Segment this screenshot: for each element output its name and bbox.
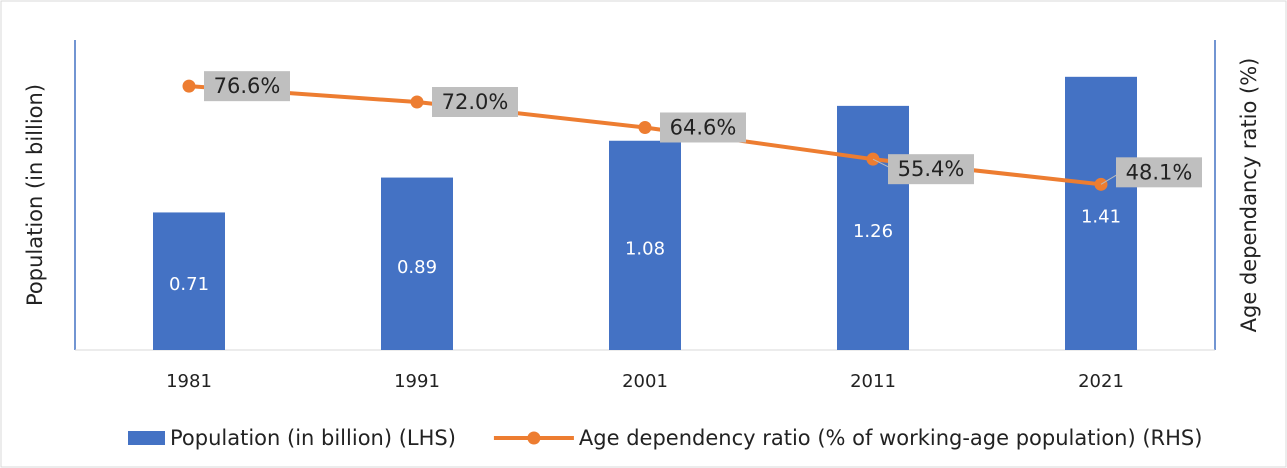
x-tick-label: 1991 [394, 371, 440, 392]
line-value-label: 64.6% [670, 115, 737, 139]
bar [153, 212, 225, 350]
bar-value-label: 0.71 [169, 274, 209, 295]
line-point [182, 79, 196, 93]
legend-label: Population (in billion) (LHS) [170, 426, 456, 450]
bar-value-label: 1.41 [1081, 206, 1121, 227]
line-value-label: 72.0% [442, 90, 509, 114]
bar [381, 177, 453, 350]
bar-value-label: 1.26 [853, 221, 893, 242]
data-label-box [888, 154, 974, 185]
line-point [638, 120, 652, 134]
data-label-box [432, 87, 518, 117]
line-point [410, 95, 424, 109]
bar [609, 140, 681, 350]
data-label-box [660, 112, 746, 143]
x-tick-label: 2001 [622, 371, 668, 392]
x-tick-label: 1981 [166, 371, 212, 392]
legend-swatch-marker [527, 431, 541, 445]
bar-value-label: 1.08 [625, 238, 665, 259]
bar-value-label: 0.89 [397, 257, 437, 278]
legend-label: Age dependency ratio (% of working-age p… [579, 426, 1203, 450]
line-value-label: 76.6% [214, 74, 281, 98]
data-label-box [1116, 157, 1202, 188]
y-axis-label: Population (in billion) [23, 84, 47, 306]
bar [1065, 76, 1137, 350]
bar [837, 105, 909, 350]
line-value-label: 48.1% [1126, 160, 1193, 184]
x-tick-label: 2011 [850, 371, 896, 392]
line-value-label: 55.4% [898, 157, 965, 181]
y2-axis-label: Age dependancy ratio (%) [1237, 58, 1261, 333]
x-tick-label: 2021 [1078, 371, 1124, 392]
legend-swatch [128, 431, 165, 445]
data-label-box [204, 71, 290, 102]
